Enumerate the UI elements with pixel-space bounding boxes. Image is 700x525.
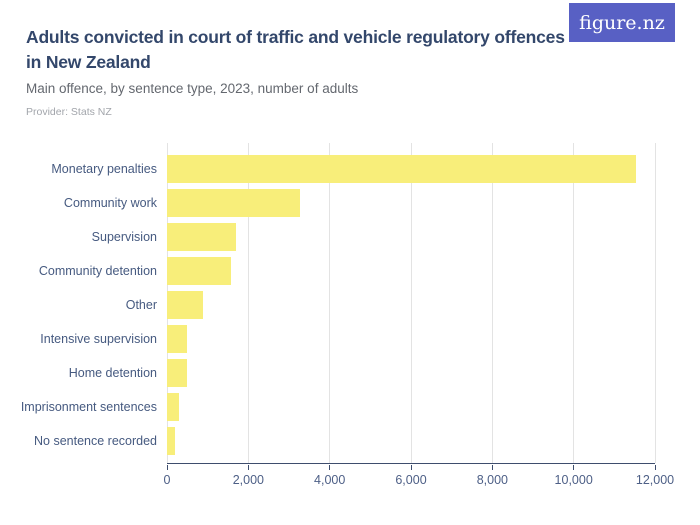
gridline xyxy=(410,143,412,463)
plot-area: 0 2,000 4,000 6,000 8,000 10,000 12,000 xyxy=(164,143,674,487)
gridline xyxy=(573,143,575,463)
axis-tick xyxy=(247,464,249,470)
bar[interactable] xyxy=(167,291,204,319)
bar[interactable] xyxy=(167,155,636,183)
axis-tick xyxy=(654,464,656,470)
bar[interactable] xyxy=(167,393,180,421)
category-label: Other xyxy=(125,298,157,312)
x-tick-label: 2,000 xyxy=(232,473,264,487)
x-tick-label: 0 xyxy=(163,473,171,487)
bar[interactable] xyxy=(167,427,176,455)
x-tick-label: 12,000 xyxy=(635,473,675,487)
bar[interactable] xyxy=(167,223,236,251)
category-label: Home detention xyxy=(68,366,157,380)
gridline xyxy=(491,143,493,463)
axis-tick xyxy=(491,464,493,470)
category-label: Community detention xyxy=(38,264,157,278)
x-tick-label: 8,000 xyxy=(476,473,508,487)
x-tick-label: 6,000 xyxy=(395,473,427,487)
title-line-1: Adults convicted in court of traffic and… xyxy=(26,27,565,47)
category-label: No sentence recorded xyxy=(34,434,157,448)
bar-chart: Monetary penalties Community work Supervis… xyxy=(0,143,700,503)
chart-title: Adults convicted in court of traffic and… xyxy=(26,25,571,75)
gridline xyxy=(329,143,331,463)
category-label: Community work xyxy=(63,196,157,210)
category-labels: Monetary penalties Community work Supervis… xyxy=(0,143,157,463)
bar[interactable] xyxy=(167,359,187,387)
category-label: Supervision xyxy=(91,230,157,244)
title-line-2: in New Zealand xyxy=(26,52,151,72)
axis-tick xyxy=(410,464,412,470)
axis-tick xyxy=(166,464,168,470)
x-tick-label: 4,000 xyxy=(314,473,346,487)
gridline xyxy=(654,143,656,463)
figurenz-logo[interactable]: figure.nz xyxy=(569,3,675,42)
category-label: Monetary penalties xyxy=(51,162,157,176)
category-label: Imprisonment sentences xyxy=(20,400,157,414)
gridline xyxy=(247,143,249,463)
bar[interactable] xyxy=(167,325,188,353)
bar[interactable] xyxy=(167,189,300,217)
axis-tick xyxy=(573,464,575,470)
category-label: Intensive supervision xyxy=(40,332,157,346)
x-tick-label: 10,000 xyxy=(554,473,593,487)
provider-label: Provider: Stats NZ xyxy=(26,106,112,118)
bar[interactable] xyxy=(167,257,232,285)
chart-subtitle: Main offence, by sentence type, 2023, nu… xyxy=(26,81,359,96)
axis-tick xyxy=(329,464,331,470)
